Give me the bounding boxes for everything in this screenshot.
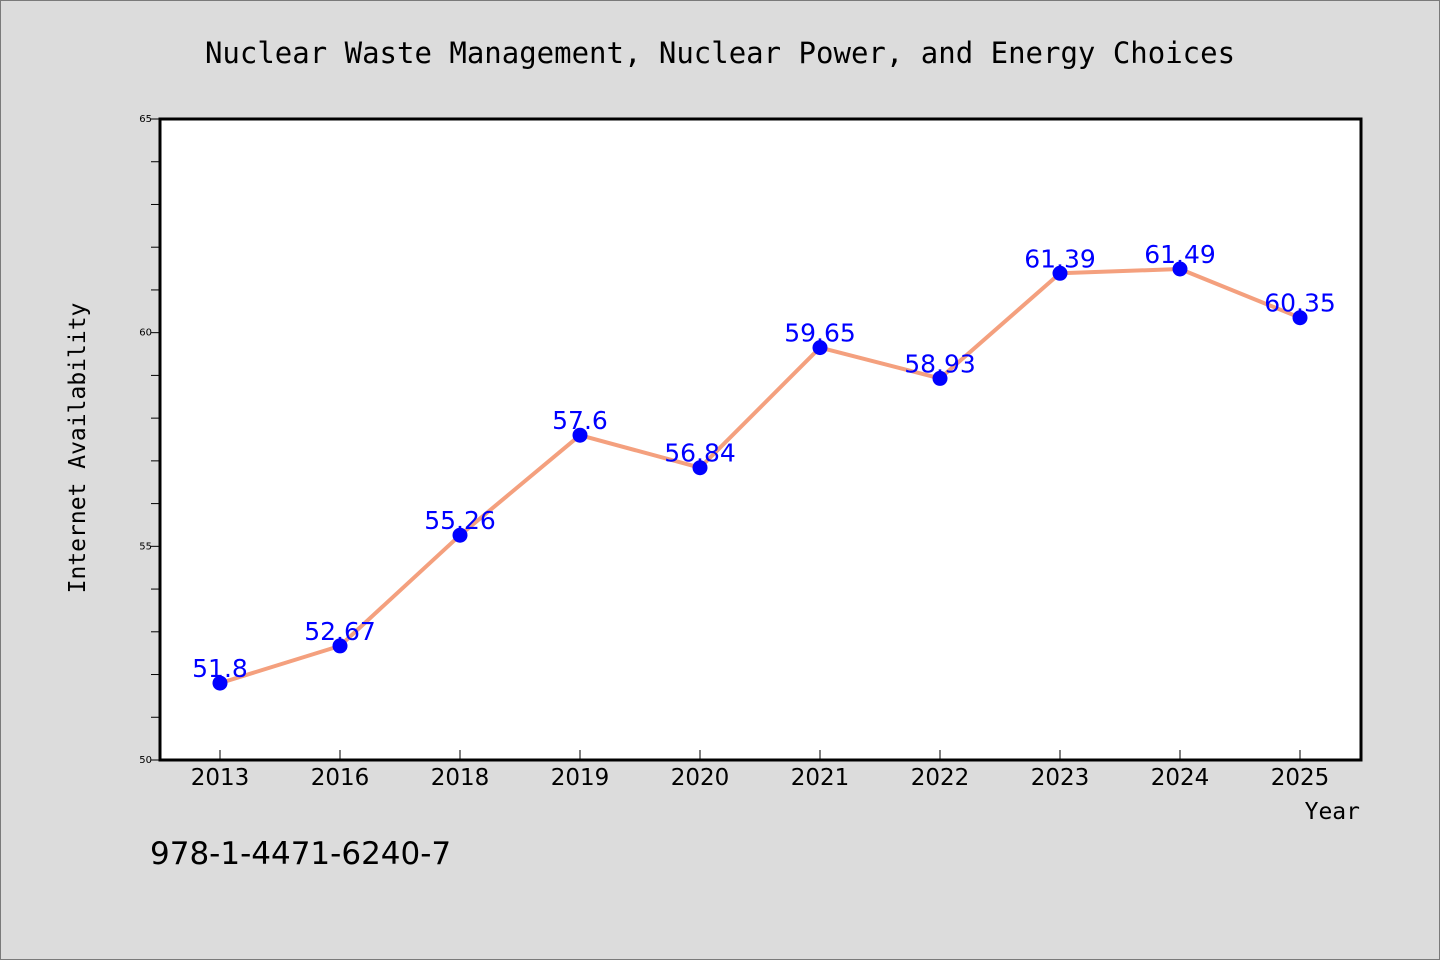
y-axis-label: Internet Availability xyxy=(65,303,91,594)
data-point xyxy=(692,460,708,476)
x-tick-label: 2021 xyxy=(791,765,850,791)
data-point xyxy=(1172,261,1188,277)
x-tick-label: 2025 xyxy=(1271,765,1330,791)
data-label: 57.6 xyxy=(552,406,608,435)
data-label: 55.26 xyxy=(424,506,496,535)
x-tick-label: 2023 xyxy=(1031,765,1090,791)
isbn-caption: 978-1-4471-6240-7 xyxy=(150,836,451,872)
data-point xyxy=(932,370,948,386)
x-tick-label: 2020 xyxy=(671,765,730,791)
data-label: 60.35 xyxy=(1264,289,1336,318)
data-label: 58.93 xyxy=(904,349,976,378)
y-tick-label: 55 xyxy=(139,541,152,552)
data-point xyxy=(212,675,228,691)
data-label: 52.67 xyxy=(304,617,376,646)
data-point xyxy=(1052,265,1068,281)
x-axis-label: Year xyxy=(1305,799,1360,825)
data-label: 61.39 xyxy=(1024,244,1096,273)
data-label: 61.49 xyxy=(1144,240,1216,269)
chart-title: Nuclear Waste Management, Nuclear Power,… xyxy=(205,36,1235,70)
x-tick-label: 2022 xyxy=(911,765,970,791)
y-axis-ticks: 50 55 60 65 xyxy=(139,114,160,766)
series-line xyxy=(218,267,1302,686)
x-tick-label: 2024 xyxy=(1151,765,1210,791)
data-point xyxy=(452,527,468,543)
x-axis-ticks: 2013 2016 2018 2019 2020 2021 2022 2023 2024 2025 xyxy=(191,750,1330,791)
y-tick-label: 60 xyxy=(139,328,152,339)
data-point xyxy=(572,427,588,443)
plot-border xyxy=(158,117,1363,762)
data-point xyxy=(1292,310,1308,326)
x-tick-label: 2013 xyxy=(191,765,250,791)
data-label: 56.84 xyxy=(664,439,736,468)
data-label: 51.8 xyxy=(192,654,248,683)
data-point xyxy=(812,340,828,356)
data-point xyxy=(332,638,348,654)
y-tick-label: 50 xyxy=(139,755,152,766)
series-markers xyxy=(212,261,1308,691)
data-label: 59.65 xyxy=(784,319,856,348)
x-tick-label: 2018 xyxy=(431,765,490,791)
x-tick-label: 2016 xyxy=(311,765,370,791)
x-tick-label: 2019 xyxy=(551,765,610,791)
y-tick-label: 65 xyxy=(139,114,152,125)
plot-area xyxy=(160,119,1361,760)
data-labels: 51.8 52.67 55.26 57.6 56.84 59.65 58.93 61.39 61… xyxy=(192,240,1336,683)
